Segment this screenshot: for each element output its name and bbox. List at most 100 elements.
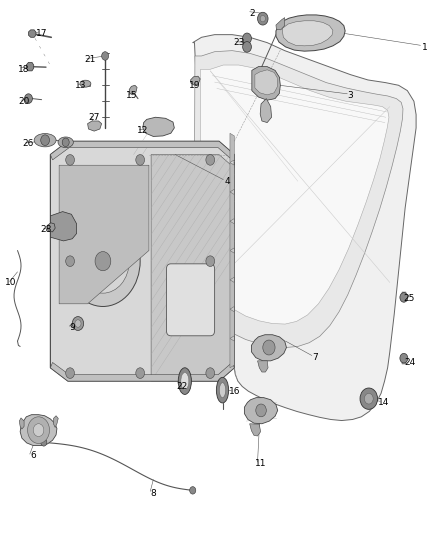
Polygon shape	[81, 84, 90, 86]
Text: 14: 14	[378, 398, 389, 407]
Polygon shape	[20, 415, 57, 446]
Text: 6: 6	[30, 451, 36, 460]
Polygon shape	[50, 212, 77, 241]
Text: 8: 8	[150, 489, 156, 497]
Polygon shape	[402, 358, 406, 364]
Text: 20: 20	[18, 97, 30, 106]
Polygon shape	[230, 133, 234, 163]
FancyBboxPatch shape	[166, 264, 215, 336]
Circle shape	[62, 138, 69, 147]
Ellipse shape	[216, 377, 229, 403]
Polygon shape	[230, 163, 234, 192]
Ellipse shape	[178, 368, 191, 394]
Polygon shape	[276, 15, 345, 51]
Circle shape	[28, 417, 49, 443]
Circle shape	[66, 216, 140, 306]
Circle shape	[72, 317, 84, 330]
Circle shape	[95, 252, 111, 271]
Circle shape	[400, 293, 408, 302]
Polygon shape	[129, 85, 137, 95]
Circle shape	[25, 94, 32, 103]
Text: 26: 26	[23, 140, 34, 148]
Ellipse shape	[181, 373, 189, 390]
Circle shape	[190, 487, 196, 494]
Text: 7: 7	[312, 353, 318, 361]
Polygon shape	[59, 165, 149, 304]
Circle shape	[41, 439, 47, 446]
Ellipse shape	[80, 80, 91, 87]
Text: 4: 4	[225, 177, 230, 185]
Polygon shape	[191, 76, 200, 85]
Polygon shape	[26, 62, 34, 71]
Polygon shape	[230, 251, 234, 280]
Circle shape	[258, 12, 268, 25]
Text: 24: 24	[404, 358, 415, 367]
Polygon shape	[244, 398, 278, 424]
Circle shape	[66, 155, 74, 165]
Polygon shape	[230, 192, 234, 221]
Text: 22: 22	[176, 382, 187, 391]
Circle shape	[136, 155, 145, 165]
Circle shape	[66, 368, 74, 378]
Text: 23: 23	[233, 38, 244, 47]
Text: 9: 9	[69, 324, 75, 332]
Circle shape	[364, 393, 373, 404]
Polygon shape	[230, 280, 234, 309]
Text: 27: 27	[88, 113, 100, 122]
Circle shape	[75, 320, 81, 327]
Text: 3: 3	[347, 92, 353, 100]
Text: 1: 1	[422, 44, 428, 52]
Circle shape	[263, 340, 275, 355]
Polygon shape	[276, 18, 285, 30]
Polygon shape	[28, 30, 36, 37]
Circle shape	[66, 256, 74, 266]
Circle shape	[33, 424, 44, 437]
Circle shape	[102, 52, 109, 60]
Circle shape	[206, 368, 215, 378]
Circle shape	[256, 404, 266, 417]
Polygon shape	[143, 117, 174, 136]
Polygon shape	[252, 67, 280, 100]
Ellipse shape	[219, 383, 226, 398]
Polygon shape	[258, 361, 268, 372]
Text: 15: 15	[126, 92, 137, 100]
Ellipse shape	[58, 137, 74, 148]
Polygon shape	[50, 141, 234, 381]
Circle shape	[260, 15, 265, 22]
Polygon shape	[260, 99, 272, 123]
Text: 17: 17	[36, 29, 47, 37]
Text: 28: 28	[40, 225, 52, 233]
Polygon shape	[88, 121, 102, 131]
Text: 11: 11	[255, 459, 266, 468]
Polygon shape	[47, 223, 55, 232]
Text: 18: 18	[18, 65, 30, 74]
Circle shape	[41, 135, 49, 146]
Polygon shape	[194, 51, 403, 348]
Circle shape	[400, 353, 408, 363]
Polygon shape	[201, 65, 389, 324]
Circle shape	[243, 33, 251, 44]
Text: 21: 21	[84, 55, 95, 64]
Text: 12: 12	[137, 126, 148, 135]
Circle shape	[360, 388, 378, 409]
Circle shape	[243, 42, 251, 52]
Text: 2: 2	[249, 9, 254, 18]
Text: 13: 13	[75, 81, 87, 90]
Text: 16: 16	[229, 387, 240, 396]
Polygon shape	[50, 362, 234, 381]
Text: 10: 10	[5, 278, 17, 287]
Circle shape	[206, 155, 215, 165]
Polygon shape	[230, 309, 234, 338]
Polygon shape	[251, 335, 286, 361]
Polygon shape	[151, 155, 234, 381]
Polygon shape	[19, 418, 24, 429]
Polygon shape	[283, 21, 333, 46]
Polygon shape	[250, 424, 261, 436]
Polygon shape	[230, 338, 234, 368]
Polygon shape	[402, 292, 406, 297]
Circle shape	[206, 256, 215, 266]
Circle shape	[136, 368, 145, 378]
Polygon shape	[50, 141, 234, 160]
Circle shape	[77, 229, 129, 293]
Polygon shape	[255, 70, 277, 95]
